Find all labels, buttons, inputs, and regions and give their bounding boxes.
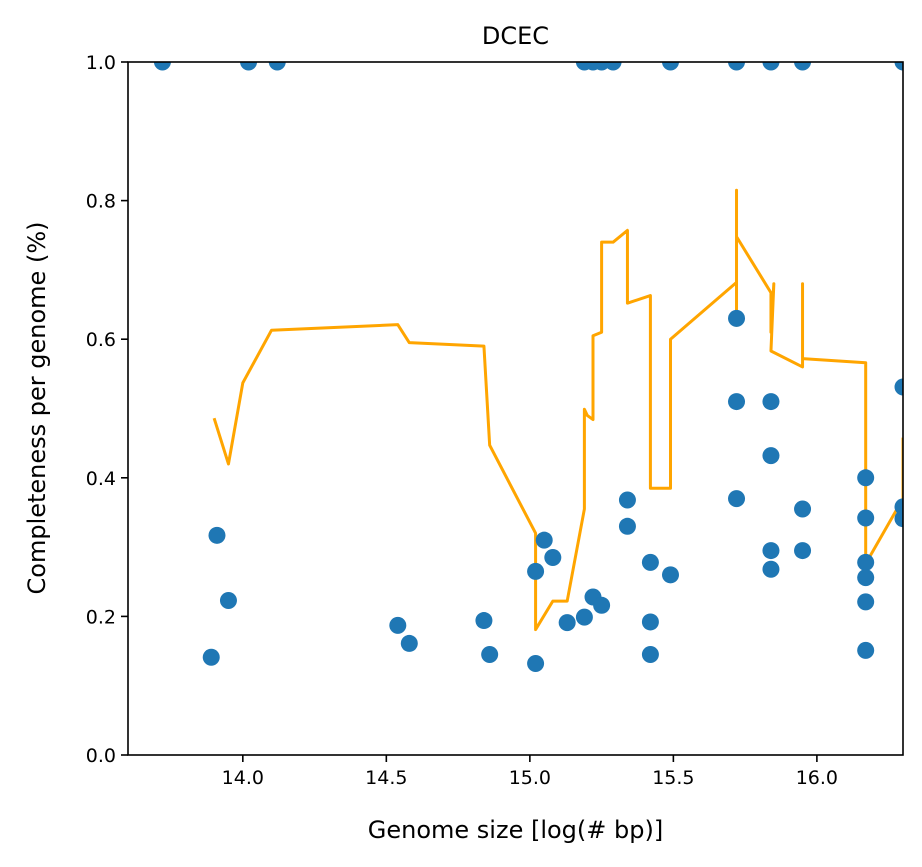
data-point (604, 62, 622, 71)
plot-border (127, 61, 904, 756)
data-point (857, 593, 875, 611)
data-point (762, 542, 780, 560)
data-point (481, 646, 499, 664)
data-point (857, 641, 875, 659)
data-point (762, 393, 780, 411)
data-point (475, 612, 493, 630)
x-tick-label: 14.5 (365, 767, 407, 789)
data-point (202, 648, 220, 666)
x-axis: 14.0 14.5 15.0 15.5 16.0 (222, 755, 838, 789)
axes-frame (127, 61, 904, 756)
data-point (527, 655, 545, 673)
chart-title: DCEC (482, 22, 549, 50)
y-tick-label: 0.4 (86, 468, 116, 490)
y-tick-label: 0.6 (86, 329, 116, 351)
data-point (857, 509, 875, 527)
data-point (558, 614, 576, 632)
data-point (593, 596, 611, 614)
data-point (894, 62, 903, 71)
data-point (762, 560, 780, 578)
data-point (662, 566, 679, 584)
y-tick-label: 0.8 (86, 191, 116, 213)
data-point (641, 613, 659, 631)
data-point (208, 526, 226, 544)
data-point (728, 393, 746, 411)
data-point (762, 447, 780, 465)
data-point (857, 469, 875, 487)
data-point (153, 62, 171, 71)
data-point (728, 309, 746, 327)
y-tick-label: 1.0 (86, 52, 116, 74)
x-tick-label: 15.5 (652, 767, 694, 789)
data-point (894, 378, 903, 396)
data-point (728, 490, 746, 508)
data-point (894, 510, 903, 528)
data-point (268, 62, 286, 71)
data-point (794, 500, 812, 518)
x-tick-label: 14.0 (222, 767, 264, 789)
data-point (527, 562, 545, 580)
data-point (728, 62, 746, 71)
data-point (641, 646, 659, 664)
y-tick-label: 0.2 (86, 606, 116, 628)
data-point (544, 549, 562, 566)
data-point (575, 608, 593, 626)
data-point (618, 517, 636, 535)
data-point (240, 62, 258, 71)
x-axis-title: Genome size [log(# bp)] (368, 816, 663, 844)
data-point (535, 531, 553, 549)
y-tick-label: 0.0 (86, 745, 116, 767)
y-axis: 0.0 0.2 0.4 0.6 0.8 1.0 (86, 52, 128, 767)
data-point (794, 542, 812, 560)
x-tick-label: 15.0 (509, 767, 551, 789)
data-point (857, 569, 875, 587)
data-point (762, 62, 780, 71)
data-point (794, 62, 812, 71)
data-point (857, 553, 875, 571)
data-point (641, 553, 659, 571)
data-point (662, 62, 679, 71)
scatter-series (153, 62, 903, 673)
data-point (618, 491, 636, 509)
trend-line (212, 188, 903, 632)
trend-line-series (212, 188, 903, 632)
data-point (219, 591, 237, 609)
x-tick-label: 16.0 (796, 767, 838, 789)
data-point (400, 634, 418, 652)
y-axis-title: Completeness per genome (%) (23, 222, 51, 595)
data-point (389, 616, 407, 634)
